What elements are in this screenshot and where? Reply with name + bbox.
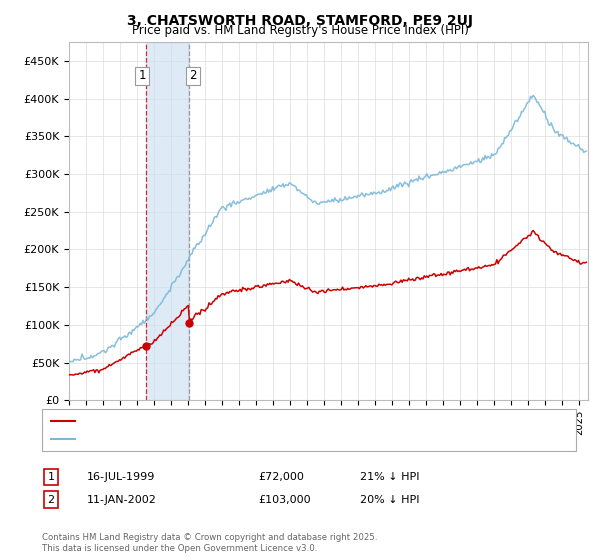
- Text: HPI: Average price, detached house, South Kesteven: HPI: Average price, detached house, Sout…: [79, 434, 353, 444]
- Text: 1: 1: [138, 69, 146, 82]
- Text: 16-JUL-1999: 16-JUL-1999: [87, 472, 155, 482]
- Text: £72,000: £72,000: [258, 472, 304, 482]
- Text: 2: 2: [47, 494, 55, 505]
- Text: £103,000: £103,000: [258, 494, 311, 505]
- Bar: [146, 42, 188, 400]
- Text: 20% ↓ HPI: 20% ↓ HPI: [360, 494, 419, 505]
- Text: 3, CHATSWORTH ROAD, STAMFORD, PE9 2UJ: 3, CHATSWORTH ROAD, STAMFORD, PE9 2UJ: [127, 14, 473, 28]
- Text: 3, CHATSWORTH ROAD, STAMFORD, PE9 2UJ (detached house): 3, CHATSWORTH ROAD, STAMFORD, PE9 2UJ (d…: [79, 417, 404, 426]
- Text: Price paid vs. HM Land Registry's House Price Index (HPI): Price paid vs. HM Land Registry's House …: [131, 24, 469, 36]
- Text: 11-JAN-2002: 11-JAN-2002: [87, 494, 157, 505]
- Text: 21% ↓ HPI: 21% ↓ HPI: [360, 472, 419, 482]
- Text: 1: 1: [47, 472, 55, 482]
- Text: Contains HM Land Registry data © Crown copyright and database right 2025.
This d: Contains HM Land Registry data © Crown c…: [42, 533, 377, 553]
- Text: 2: 2: [189, 69, 197, 82]
